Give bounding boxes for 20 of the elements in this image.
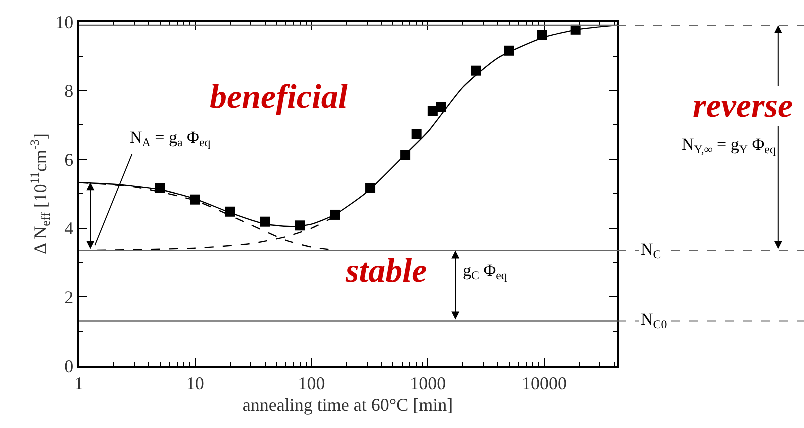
ref-line-label: N$_{C}$ — [641, 240, 662, 262]
y-tick-label: 8 — [64, 81, 74, 102]
y-tick-label: 4 — [64, 218, 74, 239]
x-tick-label: 1000 — [410, 373, 446, 394]
y-tick-label: 6 — [64, 150, 74, 170]
x-axis-title: annealing time at 60°C [min] — [242, 394, 454, 415]
x-tick-label: 10000 — [522, 373, 567, 394]
ref-line-label: N$_{C0}$ — [641, 310, 668, 332]
y-tick-label: 0 — [64, 356, 74, 376]
y-tick-label: 2 — [64, 288, 74, 308]
annotation: beneficial — [210, 79, 348, 116]
annotation: stable — [345, 253, 428, 290]
annotation: N$_{A}$ = g$_{a}$ Φ$_{eq}$ — [130, 128, 211, 150]
y-tick-label: 10 — [56, 12, 74, 32]
annotation: g$_{C}$ Φ$_{eq}$ — [463, 261, 508, 283]
x-tick-label: 100 — [298, 373, 326, 394]
x-tick-label: 1 — [74, 373, 84, 394]
x-tick-label: 10 — [186, 373, 204, 394]
text: N$_{Y,∞}$ = g$_{Y}$ Φ$_{eq}$ — [682, 135, 776, 157]
text: reverse — [693, 88, 794, 125]
